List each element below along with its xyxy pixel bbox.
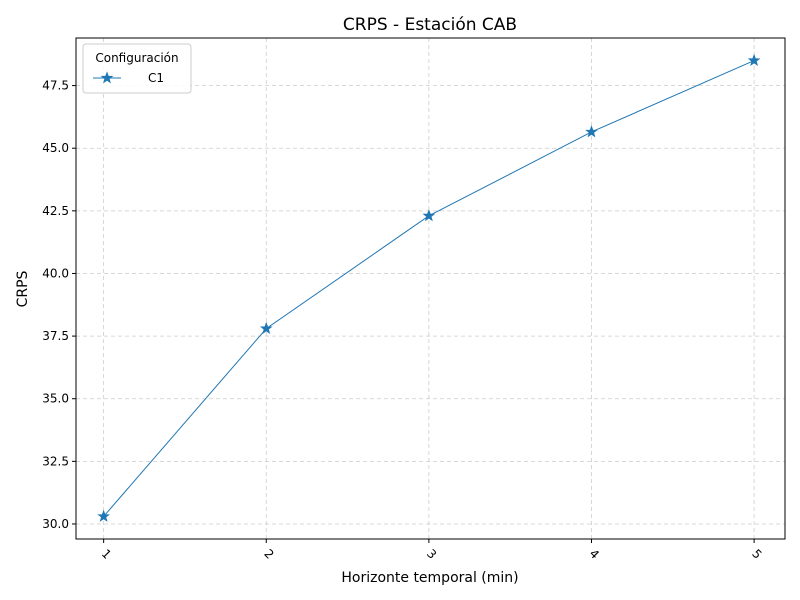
y-tick-label: 42.5 [42,204,69,218]
y-tick-label: 37.5 [42,329,69,343]
legend-star [100,71,114,84]
y-tick-label: 30.0 [42,517,69,531]
x-tick-label: 5 [749,547,764,562]
y-tick-label: 32.5 [42,454,69,468]
data-point-star [585,125,598,138]
series-line [103,60,755,517]
data-point-star [422,209,436,222]
legend: Configuración C1 [82,43,192,94]
x-tick-label: 4 [587,547,602,562]
axes-layer: 1 2 3 4 5 30.0 32.5 35.0 37.5 40.0 42.5 45.0 47.5 [42,37,786,562]
x-tick-label: 1 [99,547,114,562]
legend-title: Configuración [95,51,178,65]
series-layer [97,53,761,522]
x-tick-label: 2 [261,547,276,562]
y-tick-label: 45.0 [42,141,69,155]
chart-title: CRPS - Estación CAB [343,15,517,35]
y-tick-label: 47.5 [42,79,69,93]
plot-frame [75,37,786,540]
y-tick-label: 35.0 [42,392,69,406]
x-tick-label: 3 [424,547,439,562]
data-point-star [97,509,110,522]
data-point-star [747,53,761,66]
y-axis-label: CRPS [15,270,31,307]
x-axis-label: Horizonte temporal (min) [341,570,518,586]
grid-layer [76,38,785,539]
y-tick-label: 40.0 [42,266,69,280]
legend-series-label: C1 [148,71,164,85]
data-point-star [259,321,273,334]
legend-marker-star [100,71,114,84]
